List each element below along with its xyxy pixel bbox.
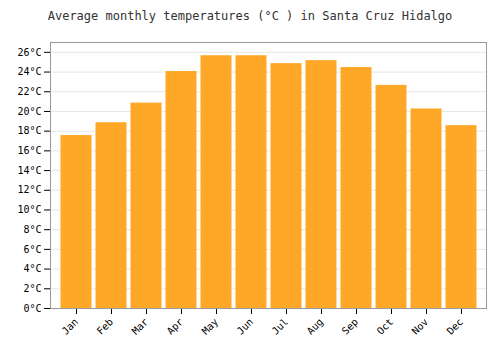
svg-text:May: May bbox=[200, 316, 221, 337]
svg-text:6°C: 6°C bbox=[23, 244, 41, 255]
svg-text:Oct: Oct bbox=[375, 316, 396, 337]
svg-text:Apr: Apr bbox=[165, 316, 186, 337]
svg-text:Dec: Dec bbox=[445, 316, 466, 337]
svg-text:4°C: 4°C bbox=[23, 263, 41, 274]
svg-text:Jul: Jul bbox=[270, 316, 291, 337]
svg-text:26°C: 26°C bbox=[17, 47, 41, 58]
svg-text:12°C: 12°C bbox=[17, 184, 41, 195]
svg-text:24°C: 24°C bbox=[17, 66, 41, 77]
svg-text:Jun: Jun bbox=[235, 316, 256, 337]
svg-text:Aug: Aug bbox=[305, 316, 326, 337]
svg-text:14°C: 14°C bbox=[17, 165, 41, 176]
svg-text:Feb: Feb bbox=[95, 316, 116, 337]
svg-text:Jan: Jan bbox=[60, 316, 81, 337]
svg-text:22°C: 22°C bbox=[17, 86, 41, 97]
svg-text:Nov: Nov bbox=[410, 316, 431, 337]
svg-text:18°C: 18°C bbox=[17, 125, 41, 136]
svg-text:16°C: 16°C bbox=[17, 145, 41, 156]
svg-text:2°C: 2°C bbox=[23, 283, 41, 294]
svg-text:8°C: 8°C bbox=[23, 224, 41, 235]
svg-text:10°C: 10°C bbox=[17, 204, 41, 215]
svg-text:Sep: Sep bbox=[340, 316, 361, 337]
svg-text:0°C: 0°C bbox=[23, 303, 41, 314]
svg-text:Mar: Mar bbox=[130, 316, 151, 337]
svg-text:20°C: 20°C bbox=[17, 106, 41, 117]
html-text:Average monthly temperatures (: Average monthly temperatures (°C ) in Sa… bbox=[47, 9, 453, 23]
